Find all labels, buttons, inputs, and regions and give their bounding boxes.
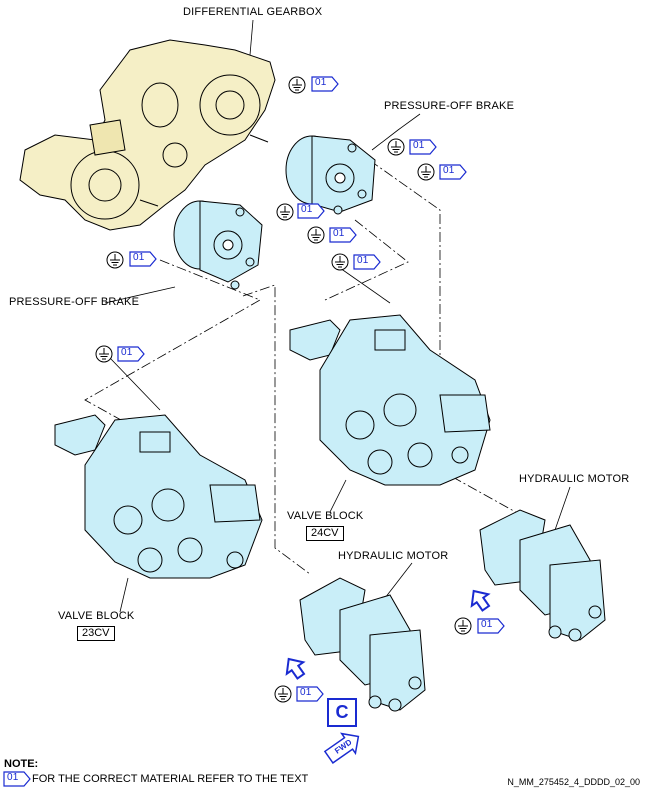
material-tag: 01 <box>413 140 425 151</box>
direction-arrows <box>279 584 495 764</box>
code-24cv: 24CV <box>306 526 344 541</box>
material-tag: 01 <box>121 347 133 358</box>
note-tag: 01 <box>7 772 19 783</box>
note-text: FOR THE CORRECT MATERIAL REFER TO THE TE… <box>32 773 309 785</box>
leader-lines <box>104 19 571 613</box>
label-pressure-off-brake-left: PRESSURE-OFF BRAKE <box>9 296 140 308</box>
valve-block-23cv-drawing <box>54 414 263 579</box>
valve-block-24cv-drawing <box>289 314 491 486</box>
pressure-off-brake-right-drawing <box>285 135 376 215</box>
material-tag: 01 <box>357 255 369 266</box>
material-tag: 01 <box>481 619 493 630</box>
hydraulic-motor-right-drawing <box>479 509 606 642</box>
differential-gearbox-drawing <box>19 39 276 231</box>
note-tag-icon <box>3 771 31 787</box>
code-23cv: 23CV <box>77 626 115 641</box>
label-hydraulic-motor-right: HYDRAULIC MOTOR <box>519 473 630 485</box>
material-tag: 01 <box>301 204 313 215</box>
label-valve-block-23cv: VALVE BLOCK <box>58 610 135 622</box>
material-tag: 01 <box>315 77 327 88</box>
label-valve-block-24cv: VALVE BLOCK <box>287 510 364 522</box>
label-differential-gearbox: DIFFERENTIAL GEARBOX <box>183 6 323 18</box>
material-tag: 01 <box>333 228 345 239</box>
reference-code: N_MM_275452_4_DDDD_02_00 <box>507 777 640 787</box>
material-tag: 01 <box>133 252 145 263</box>
view-callout-c: C <box>327 698 357 727</box>
note-title: NOTE: <box>4 758 39 770</box>
pressure-off-brake-left-drawing <box>173 200 263 290</box>
hydraulic-motor-center-drawing <box>299 577 426 712</box>
material-tag: 01 <box>300 687 312 698</box>
label-hydraulic-motor-center: HYDRAULIC MOTOR <box>338 550 449 562</box>
material-tag: 01 <box>443 165 455 176</box>
label-pressure-off-brake-right: PRESSURE-OFF BRAKE <box>384 100 515 112</box>
assembly-lines <box>84 149 531 575</box>
